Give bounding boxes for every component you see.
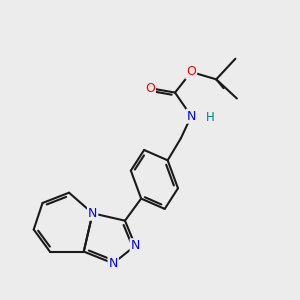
Text: O: O (186, 65, 196, 79)
Text: O: O (145, 82, 155, 95)
Text: H: H (206, 111, 215, 124)
Text: N: N (130, 239, 140, 252)
Text: N: N (187, 110, 196, 123)
Text: N: N (109, 257, 118, 270)
Text: N: N (88, 207, 97, 220)
